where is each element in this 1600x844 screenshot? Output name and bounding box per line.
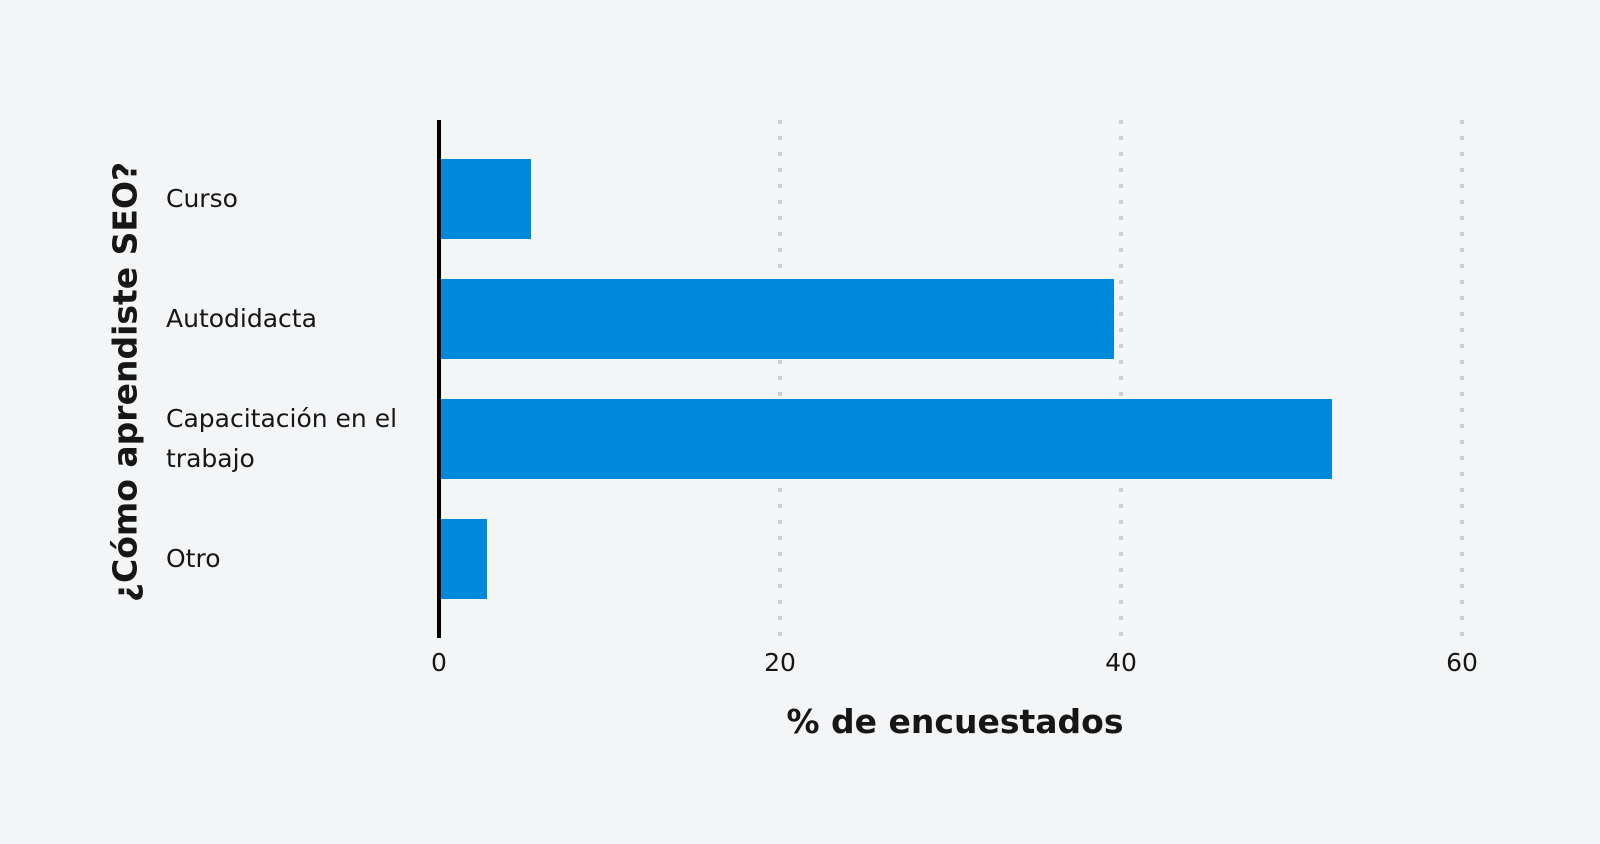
category-label-autodidacta: Autodidacta — [166, 304, 317, 333]
bar-otro — [441, 519, 487, 599]
x-tick-20: 20 — [764, 648, 796, 677]
gridline-20 — [778, 120, 782, 638]
bar-autodidacta — [441, 279, 1115, 359]
y-axis-title: ¿Cómo aprendiste SEO? — [105, 161, 145, 603]
y-axis-line — [437, 120, 441, 638]
bar-capacitacion — [441, 399, 1333, 479]
x-axis-title: % de encuestados — [786, 702, 1124, 741]
gridline-60 — [1460, 120, 1464, 638]
bar-curso — [441, 159, 532, 239]
x-tick-0: 0 — [431, 648, 447, 677]
category-label-capacitacion: Capacitación en el trabajo — [166, 404, 398, 473]
gridline-40 — [1119, 120, 1123, 638]
category-label-curso: Curso — [166, 184, 238, 213]
x-tick-40: 40 — [1105, 648, 1137, 677]
x-tick-60: 60 — [1446, 648, 1478, 677]
category-label-otro: Otro — [166, 544, 221, 573]
